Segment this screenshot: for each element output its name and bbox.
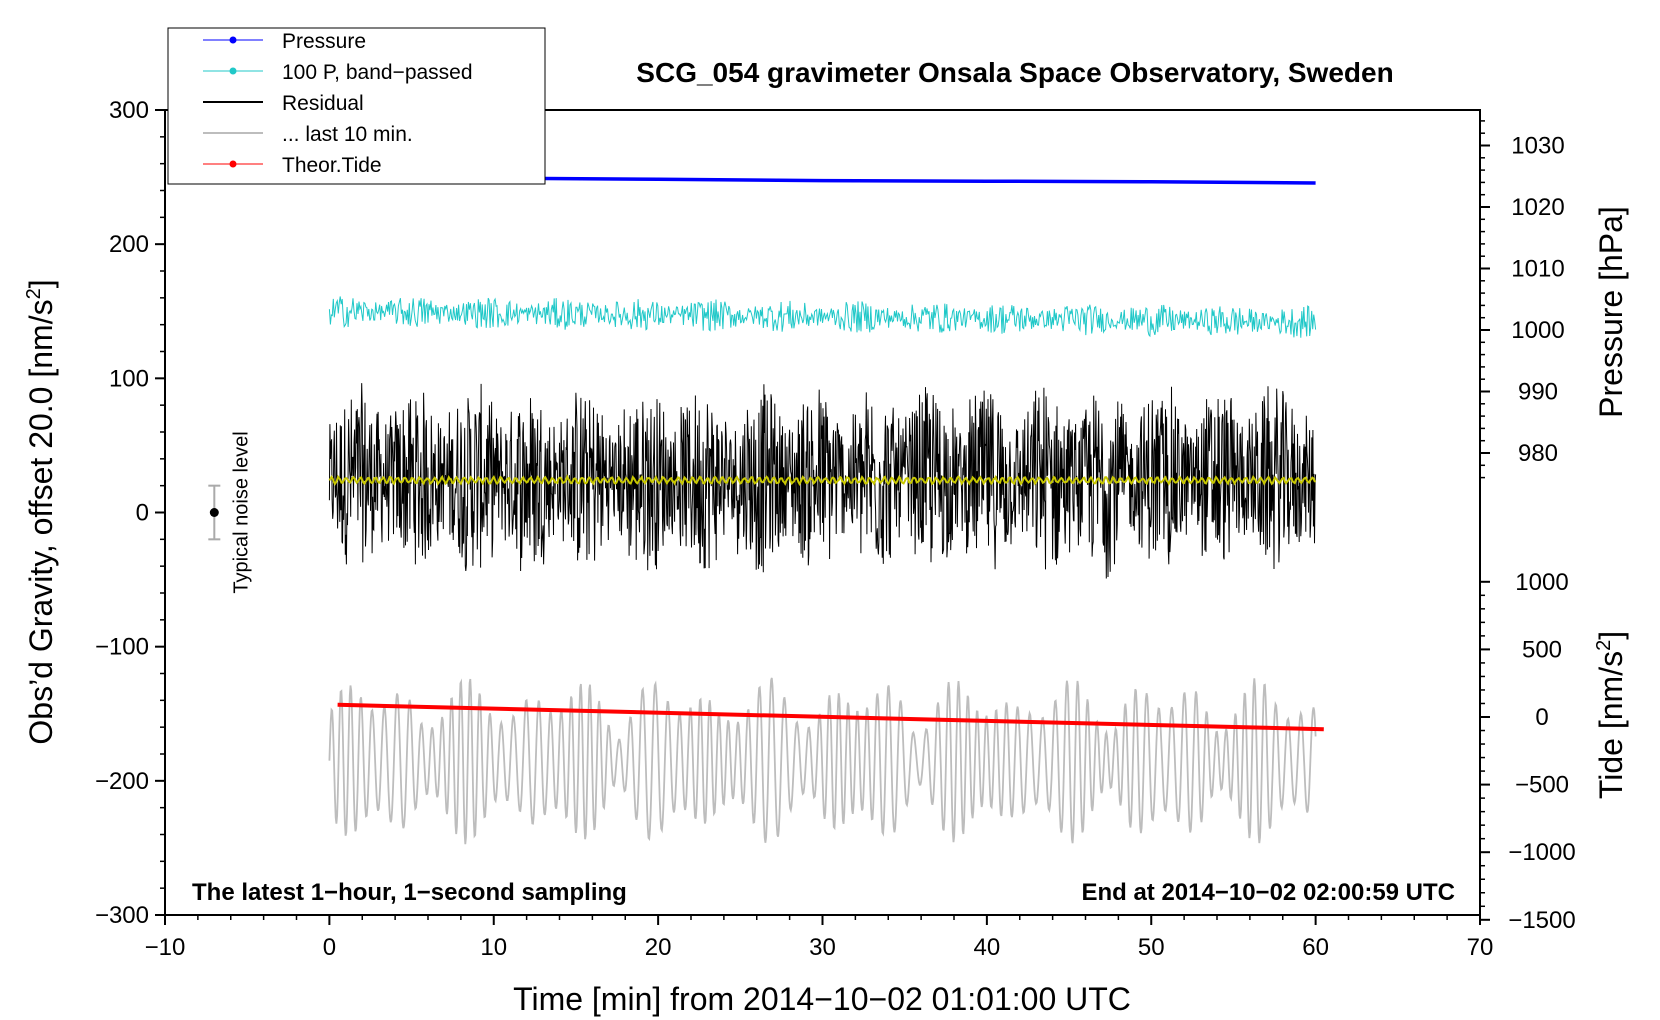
y-left-tick-label: 200 [109,231,149,258]
x-axis-ticks: −10 0 10 20 30 40 50 60 70 [145,915,1494,961]
x-tick-label: −10 [145,934,186,961]
y-left-axis-title: Obs’d Gravity, offset 20.0 [nm/s2] [23,279,59,744]
x-tick-label: 50 [1138,934,1165,961]
note-end-time: End at 2014−10−02 02:00:59 UTC [1081,879,1455,906]
series-layer [328,175,1324,845]
series-residual-line [328,383,1317,579]
pressure-tick-label: 1010 [1511,256,1564,283]
tide-tick-label: 0 [1535,704,1548,731]
y-left-axis-title-sup: 2 [23,288,45,299]
x-tick-label: 30 [809,934,836,961]
legend-marker [229,160,237,168]
pressure-tick-label: 1030 [1511,133,1564,160]
series-theoretical-tide-line [337,702,1324,732]
legend-marker [229,67,237,75]
y-left-axis-title-tail: ] [23,279,59,288]
tide-axis-title: Tide [nm/s2] [1593,631,1629,799]
noise-bar [208,484,221,541]
y-left-tick-label: −100 [95,634,149,661]
chart-title: SCG_054 gravimeter Onsala Space Observat… [636,57,1393,88]
legend-label: Theor.Tide [282,154,382,177]
tide-tick-label: −1500 [1508,907,1575,934]
legend: Pressure 100 P, band−passed Residual ... la… [167,27,546,185]
tide-tick-label: 1000 [1515,569,1568,596]
series-pressure-bandpassed-line [328,296,1317,338]
pressure-axis-ticks: 980 990 1000 1010 1020 1030 [1480,120,1565,479]
pressure-tick-label: 1000 [1511,317,1564,344]
legend-label: 100 P, band−passed [282,61,473,84]
tide-tick-label: 500 [1522,636,1562,663]
noise-level-label: Typical noise level [230,431,252,593]
pressure-tick-label: 990 [1518,379,1558,406]
x-tick-label: 0 [323,934,336,961]
x-tick-label: 20 [645,934,672,961]
noise-bar-dot [209,508,219,517]
x-tick-label: 40 [974,934,1001,961]
pressure-axis-title: Pressure [hPa] [1593,206,1629,418]
pressure-tick-label: 1020 [1511,194,1564,221]
y-left-axis-title-main: Obs’d Gravity, offset 20.0 [nm/s [23,299,59,744]
x-tick-label: 60 [1302,934,1329,961]
note-sampling: The latest 1−hour, 1−second sampling [192,879,627,906]
tide-axis-ticks: −1500 −1000 −500 0 500 1000 [1480,569,1576,934]
legend-label: Pressure [282,30,366,53]
y-left-tick-label: 0 [136,500,149,527]
y-left-tick-label: −300 [95,902,149,929]
tide-tick-label: −500 [1515,772,1569,799]
x-tick-label: 10 [480,934,507,961]
legend-label: Residual [282,92,364,115]
y-left-axis-ticks: −300 −200 −100 0 100 200 300 [95,97,165,929]
y-left-tick-label: −200 [95,768,149,795]
series-last-10-min-line [328,677,1317,845]
legend-marker [229,36,237,44]
tide-axis-title-main: Tide [nm/s [1593,651,1629,799]
pressure-tick-label: 980 [1518,440,1558,467]
legend-label: ... last 10 min. [282,123,413,146]
series-residual-smoothed-line [328,474,1317,486]
tide-axis-title-sup: 2 [1593,640,1615,651]
tide-axis-title-tail: ] [1593,631,1629,640]
y-left-tick-label: 100 [109,365,149,392]
tide-tick-label: −1000 [1508,839,1575,866]
y-left-tick-label: 300 [109,97,149,124]
x-axis-title: Time [min] from 2014−10−02 01:01:00 UTC [513,981,1131,1017]
x-tick-label: 70 [1467,934,1494,961]
legend-box [167,27,546,185]
